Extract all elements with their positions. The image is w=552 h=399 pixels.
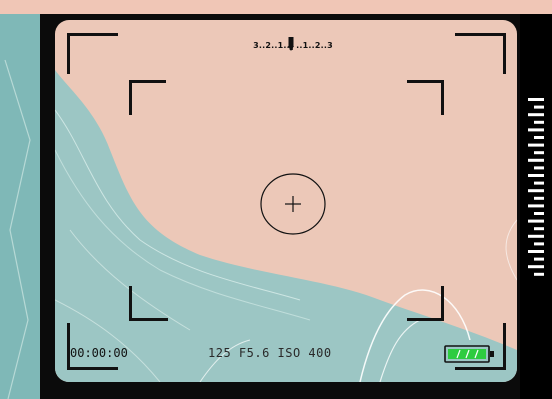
scale-tick <box>534 151 544 155</box>
scale-tick <box>534 105 544 109</box>
scale-tick <box>534 242 544 246</box>
scale-tick <box>528 128 544 132</box>
crosshair-circle-icon[interactable] <box>260 173 326 235</box>
scale-tick <box>534 196 544 200</box>
scale-tick <box>528 98 544 101</box>
frame-corner-top-left <box>67 33 118 74</box>
scale-tick <box>528 234 544 238</box>
scale-tick <box>528 189 544 193</box>
scale-tick <box>528 204 544 208</box>
scale-tick <box>528 158 544 162</box>
timecode: 00:00:00 <box>70 346 128 360</box>
scale-tick <box>534 227 544 231</box>
scale-tick <box>528 250 544 253</box>
frame-corner-bottom-right <box>455 323 506 370</box>
arrow-down-icon <box>288 37 294 51</box>
battery-icon <box>444 345 494 363</box>
focus-corner-bottom-left <box>129 286 168 321</box>
frame-corner-bottom-left <box>67 323 118 370</box>
scale-tick <box>528 174 544 177</box>
scale-tick <box>534 181 544 185</box>
scale-tick <box>534 136 544 139</box>
scale-tick <box>528 219 544 223</box>
scale-tick <box>534 212 544 215</box>
scale-tick <box>534 272 544 276</box>
frame-corner-top-right <box>455 33 506 74</box>
scale-tick <box>534 257 544 261</box>
scale-tick <box>528 265 544 269</box>
scale-tick <box>528 143 544 147</box>
exposure-readout: 125 F5.6 ISO 400 <box>208 346 332 360</box>
side-scale <box>528 98 544 276</box>
scale-tick <box>534 166 544 170</box>
scale-tick <box>528 113 544 117</box>
focus-corner-bottom-right <box>407 286 444 321</box>
focus-corner-top-right <box>407 80 444 115</box>
scale-tick <box>534 120 544 124</box>
focus-corner-top-left <box>129 80 166 115</box>
